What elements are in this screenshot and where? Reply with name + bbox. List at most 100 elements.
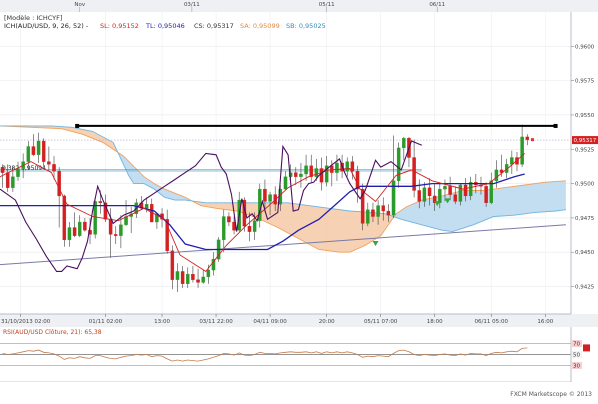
candle-body [351,162,354,172]
candle-body [459,185,462,201]
candle-body [119,225,122,236]
time-tick-label: 04/11 09:00 [253,319,287,325]
price-tick-label: 0,9575 [575,79,595,85]
candle-body [191,274,194,279]
time-tick-label: 06/11 05:00 [475,319,509,325]
resistance-line-handle [75,124,79,128]
resistance-line-handle [554,124,558,128]
time-header-bar [0,0,598,12]
candle-body [253,221,256,232]
candle-body [1,167,4,172]
candle-body [83,222,86,230]
time-tick-label: 20:00 [319,319,335,325]
candle-body [346,162,349,172]
time-tick-label: 16:00 [537,319,553,325]
candle-body [52,164,55,171]
top-date-label: 03/11 [184,2,200,8]
candle-body [171,251,174,280]
candle-body [284,177,287,189]
candle-body [454,195,457,202]
candle-body [397,148,400,181]
candle-body [335,163,338,173]
rsi-current-marker [583,344,590,351]
candle-body [464,185,467,196]
legend-sb: SB: 0,95025 [286,22,326,30]
candle-body [299,174,302,177]
price-tick-label: 0,9525 [575,147,595,153]
candle-body [42,141,45,162]
candle [397,142,400,187]
footer-copyright: FXCM Marketscope © 2013 [510,391,592,398]
price-tick-label: 0,9550 [575,113,595,119]
candle [63,195,66,247]
time-tick-label: 01/11 02:00 [89,319,123,325]
candle-body [521,137,524,164]
rsi-tick-label: 70 [573,342,580,348]
price-tick-label: 0,9475 [575,216,595,222]
price-tick-label: 0,9425 [575,285,595,291]
candle-body [222,217,225,240]
candle-body [485,186,488,202]
candle-body [418,190,421,201]
candle-body [6,173,9,188]
time-axis: 31/10/2013 02:00 01/11 02:00 13:00 03/11 22… [0,314,598,327]
candle-body [63,196,66,240]
top-date-label: 05/11 [319,2,335,8]
legend-tl: TL: 0,95046 [145,22,185,30]
rsi-tick-label: 50 [573,353,580,359]
candle-body [320,168,323,182]
candle-body [248,226,251,231]
legend-sl: SL: 0,95152 [100,22,139,30]
candle-body [73,228,76,236]
candle-body [227,217,230,222]
candle-body [202,277,205,282]
top-date-label: Nov [74,2,85,8]
rsi-pane[interactable]: RSI(AUD/USD Clôture, 21): 65,38 70 50 30 [0,327,598,382]
time-tick-label: 31/10/2013 02:00 [1,319,51,325]
candle-body [145,204,148,208]
candle-body [376,206,379,217]
legend-cs: CS: 0,95317 [194,22,234,30]
candle-body [16,168,19,176]
indicator-name: ICH(AUD/USD, 9, 26, 52) - [4,22,89,30]
candle-body [58,171,61,196]
candle-body [315,168,318,176]
top-date-label: 06/11 [429,2,445,8]
candle-body [32,147,35,155]
candle-body [196,280,199,283]
candle-body [526,137,529,140]
candle-body [207,270,210,277]
candle-body [387,211,390,215]
candle-body [47,162,50,165]
candle-body [402,138,405,148]
rsi-label: RSI(AUD/USD Clôture, 21): 65,38 [3,329,102,336]
candle-body [443,186,446,189]
time-tick-label: 18:00 [427,319,443,325]
candle-body [263,189,266,201]
candle-body [99,201,102,202]
rsi-tick-label: 30 [573,364,580,370]
last-price-marker [531,138,534,141]
candle-body [438,189,441,203]
candle-body [366,210,369,224]
price-tick-label: 0,9450 [575,250,595,256]
candle-body [68,228,71,240]
time-tick-label: 13:00 [154,319,170,325]
candle-body [495,170,498,181]
candle-body [449,186,452,194]
time-tick-label: 03/11 22:00 [199,319,233,325]
candle-body [428,188,431,196]
candle-body [382,206,385,211]
candle-body [186,274,189,284]
candle-body [294,173,297,177]
price-tick-label: 0,9600 [575,44,595,50]
candle-body [181,271,184,283]
time-tick-label: 05/11 07:00 [364,319,398,325]
candle-body [469,182,472,196]
candle-body [176,271,179,279]
model-label: [Modèle : ICHCYF] [4,14,62,22]
candle-body [37,141,40,155]
candle-body [423,188,426,202]
